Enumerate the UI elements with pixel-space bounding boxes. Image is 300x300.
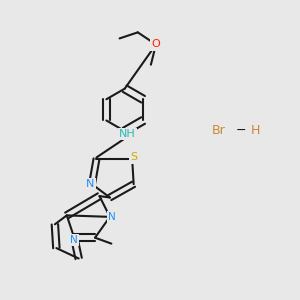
- Text: N: N: [108, 212, 116, 222]
- Text: N: N: [70, 235, 78, 245]
- Text: NH: NH: [119, 129, 136, 139]
- Text: S: S: [130, 152, 137, 162]
- Text: Br: Br: [212, 124, 225, 137]
- Text: O: O: [152, 40, 160, 50]
- Text: N: N: [86, 179, 95, 189]
- Text: −: −: [236, 124, 246, 137]
- Text: H: H: [251, 124, 260, 137]
